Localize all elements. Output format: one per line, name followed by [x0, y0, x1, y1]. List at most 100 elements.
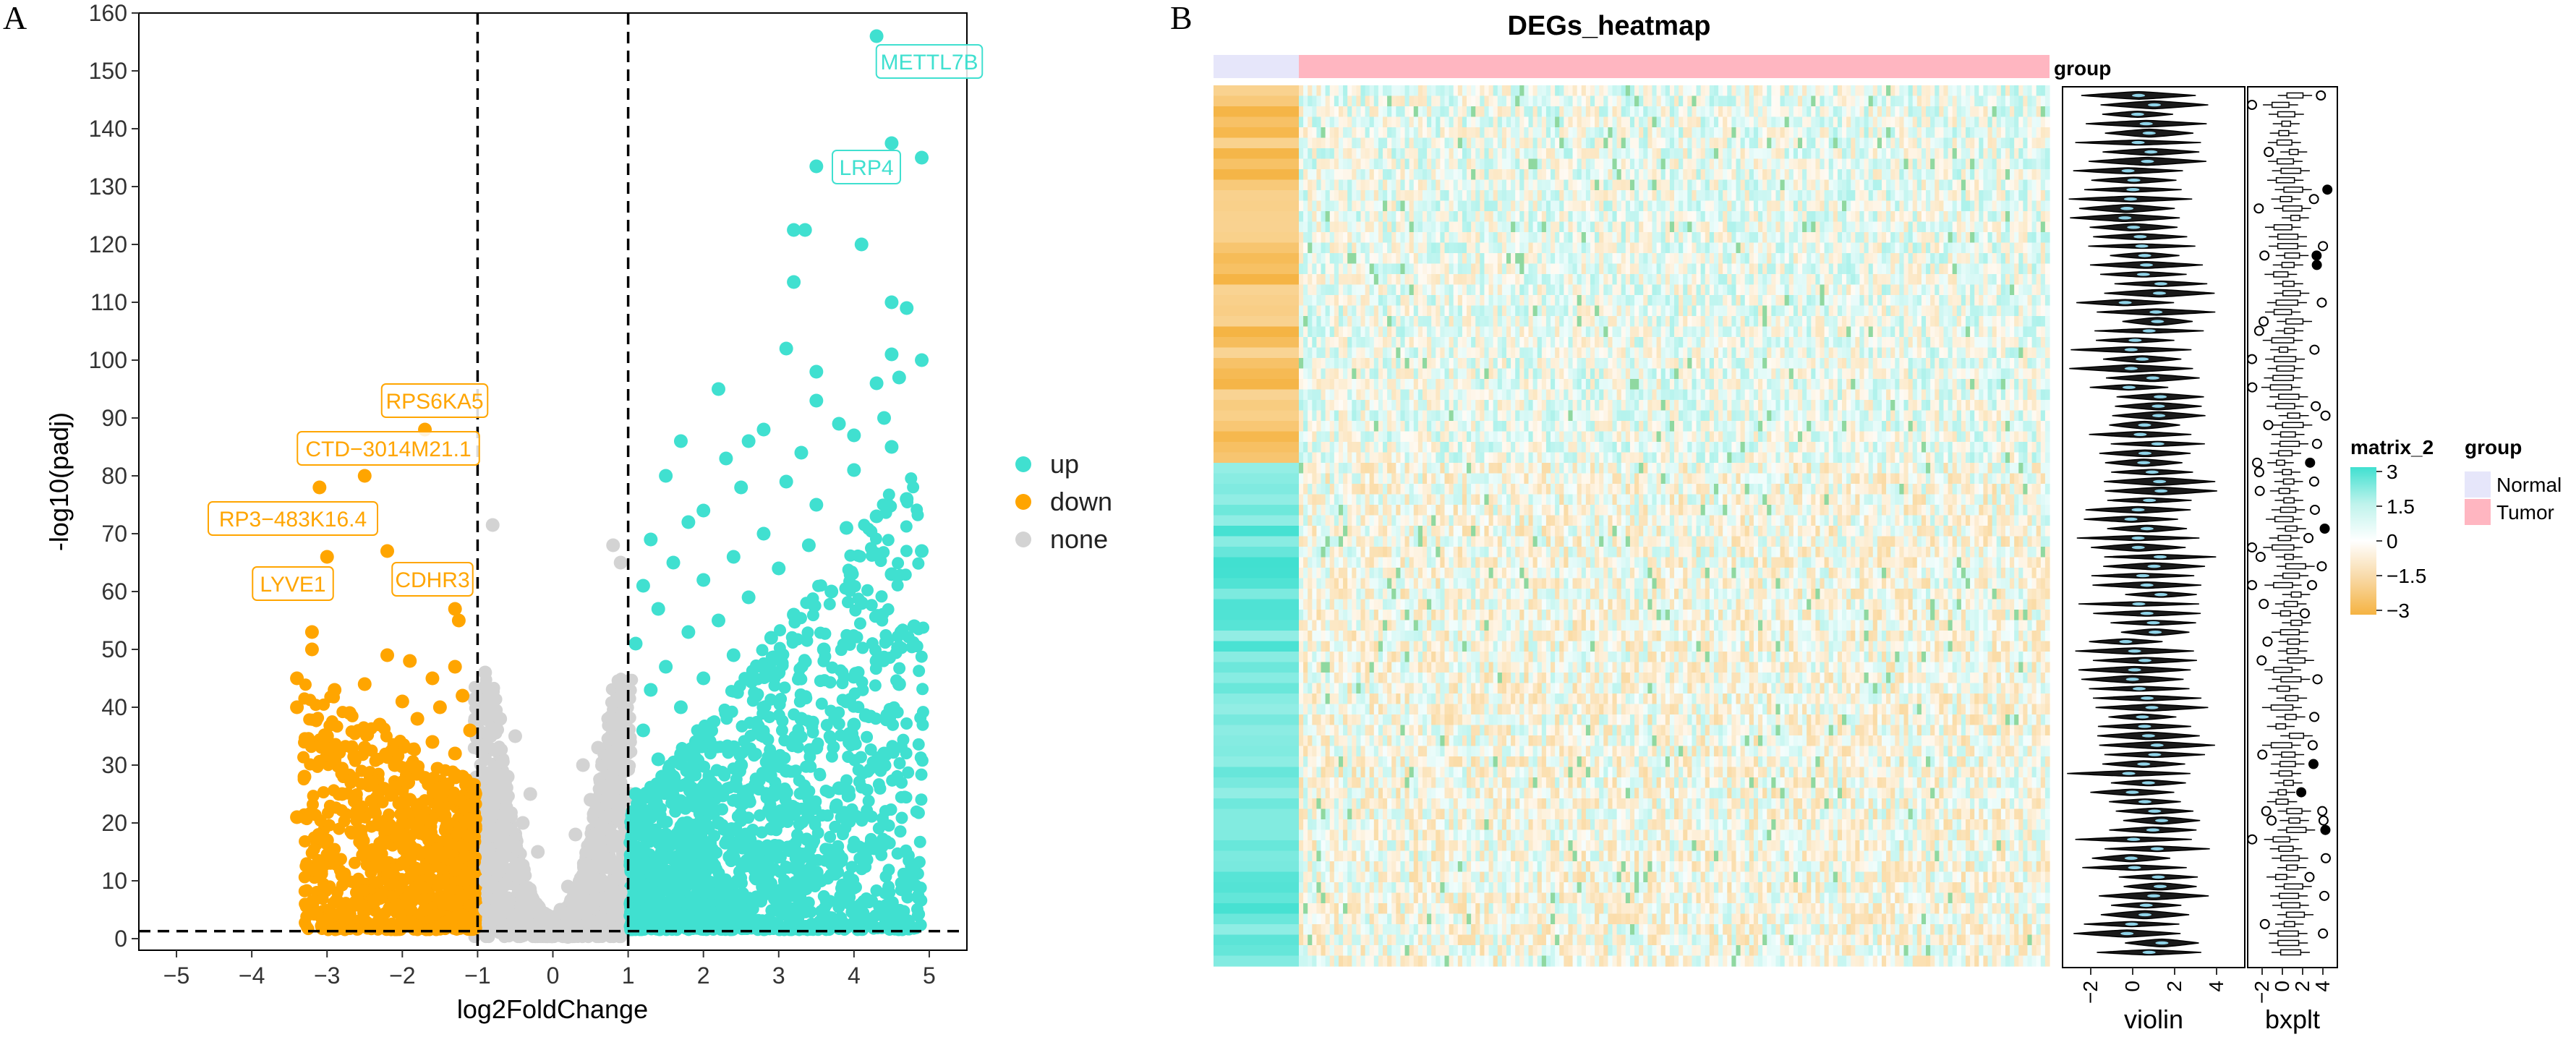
volcano-point-down	[395, 694, 409, 709]
volcano-point	[884, 803, 897, 816]
volcano-point-down	[290, 810, 304, 824]
y-tick-label: 20	[101, 810, 127, 836]
heatmap-cell	[1564, 95, 1569, 107]
heatmap-cell	[2005, 95, 2010, 107]
heatmap-cell	[2031, 106, 2037, 118]
heatmap-cell	[1480, 95, 1485, 107]
heatmap-cell	[1422, 106, 1428, 118]
volcano-point-down	[425, 850, 440, 865]
heatmap-cell	[1599, 106, 1604, 118]
volcano-point-down	[403, 914, 417, 929]
heatmap-cell	[1577, 95, 1582, 107]
heatmap-cell	[1409, 116, 1415, 128]
volcano-point-down	[328, 683, 342, 697]
volcano-point-down	[418, 827, 432, 842]
heatmap-cell	[1983, 85, 1989, 97]
volcano-point	[824, 676, 837, 689]
heatmap-cell	[1736, 95, 1741, 107]
volcano-point	[788, 730, 801, 743]
heatmap-cell	[1820, 106, 1825, 118]
heatmap-cell	[1930, 106, 1935, 118]
heatmap-cell	[1559, 106, 1564, 118]
volcano-point-down	[357, 741, 372, 755]
heatmap-cell	[1665, 106, 1671, 118]
heatmap-cell	[1378, 106, 1383, 118]
volcano-point-down	[410, 879, 425, 894]
heatmap-cell	[1629, 95, 1635, 107]
volcano-point-down	[304, 625, 319, 639]
volcano-point	[392, 898, 405, 911]
volcano-point-up	[772, 665, 786, 680]
heatmap-cell	[1660, 106, 1666, 118]
heatmap-cell	[1731, 85, 1737, 97]
volcano-point	[595, 913, 608, 926]
heatmap-cell	[1784, 106, 1790, 118]
volcano-point	[609, 751, 622, 764]
volcano-point-up	[764, 822, 778, 836]
volcano-point	[865, 525, 878, 538]
x-tick-label: 4	[848, 963, 861, 989]
heatmap-cell	[1501, 106, 1507, 118]
heatmap-cell	[1457, 95, 1463, 107]
heatmap-cell	[1696, 85, 1702, 97]
volcano-point	[915, 793, 928, 806]
gene-annotations: METTL7BLRP4RPS6KA5CTD−3014M21.1RP3−483K1…	[208, 44, 984, 601]
volcano-point-up	[636, 723, 650, 738]
heatmap-cell	[1992, 106, 1997, 118]
heatmap-cell	[2010, 85, 2015, 97]
volcano-point	[731, 686, 744, 699]
volcano-point	[916, 683, 929, 696]
volcano-point	[333, 923, 346, 936]
volcano-point	[855, 923, 868, 936]
volcano-x-title: log2FoldChange	[457, 994, 648, 1024]
volcano-point	[461, 866, 474, 879]
volcano-point	[881, 714, 894, 727]
heatmap-cell	[1903, 95, 1909, 107]
volcano-point-up	[756, 729, 771, 743]
y-tick-label: 40	[101, 694, 127, 720]
legend-label-up: up	[1050, 449, 1079, 479]
heatmap-cell	[1731, 106, 1737, 118]
heatmap-cell	[1811, 106, 1816, 118]
gene-label: RP3−483K16.4	[219, 508, 367, 532]
x-tick-label: −3	[314, 963, 340, 989]
heatmap-cell	[1740, 95, 1746, 107]
heatmap-cell	[1378, 95, 1383, 107]
heatmap-cell	[1780, 95, 1786, 107]
heatmap-cell	[1899, 85, 1905, 97]
volcano-point-up	[719, 885, 733, 900]
heatmap-cell	[1713, 85, 1719, 97]
heatmap-cell	[1519, 85, 1524, 97]
heatmap-cell	[2000, 95, 2006, 107]
heatmap-cell	[1603, 106, 1609, 118]
volcano-point-up	[734, 758, 749, 772]
heatmap-cell	[2005, 85, 2010, 97]
volcano-point	[746, 917, 759, 930]
volcano-point	[736, 746, 749, 759]
y-tick-label: 60	[101, 579, 127, 605]
heatmap-cell	[1797, 106, 1803, 118]
heatmap-cell	[1511, 106, 1516, 118]
heatmap-cell	[2005, 106, 2010, 118]
heatmap-cell	[1413, 85, 1419, 97]
heatmap-cell	[1740, 106, 1746, 118]
heatmap-cell	[1506, 85, 1511, 97]
volcano-point	[893, 903, 906, 916]
heatmap-cell	[2036, 106, 2042, 118]
heatmap-cell	[1965, 85, 1971, 97]
volcano-point-down	[380, 544, 394, 558]
heatmap-cell	[1590, 85, 1595, 97]
heatmap-cell	[2018, 85, 2023, 97]
heatmap-cell	[1404, 116, 1410, 128]
heatmap-cell	[1652, 95, 1658, 107]
volcano-point	[689, 818, 702, 831]
heatmap-cell	[1497, 106, 1503, 118]
volcano-point-up	[854, 596, 869, 610]
heatmap-cell	[1903, 85, 1909, 97]
volcano-point	[829, 801, 842, 814]
heatmap-cell	[1537, 95, 1543, 107]
volcano-point	[410, 843, 423, 856]
heatmap-cell	[1660, 116, 1666, 128]
heatmap-cell	[1718, 85, 1723, 97]
